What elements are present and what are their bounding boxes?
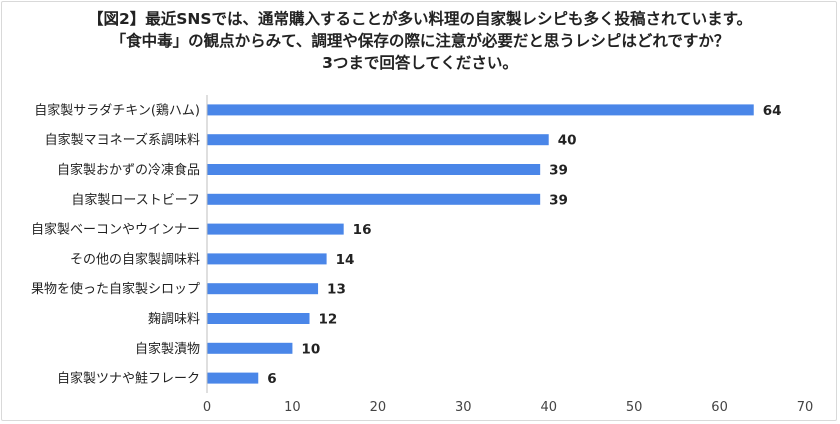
category-label: 自家製サラダチキン(鶏ハム) (34, 102, 200, 118)
category-label: 自家製ベーコンやウインナー (31, 222, 200, 238)
bar (207, 164, 541, 175)
x-tick-label: 0 (203, 400, 211, 415)
data-label: 13 (327, 282, 346, 298)
bar (207, 223, 344, 235)
bar (207, 313, 310, 324)
title-line-3: 3つまで回答してください。 (322, 54, 518, 72)
bar (207, 342, 293, 354)
category-label: 果物を使った自家製シロップ (31, 281, 200, 297)
bar (207, 283, 319, 295)
data-label: 6 (267, 371, 276, 387)
bar (207, 193, 541, 205)
category-label: 自家製マヨネーズ系調味料 (45, 132, 200, 148)
bar (207, 134, 549, 146)
data-label: 10 (301, 341, 320, 357)
data-label: 16 (353, 222, 372, 238)
bar (207, 253, 327, 265)
data-label: 39 (549, 163, 568, 179)
x-tick-label: 60 (711, 400, 728, 415)
data-label: 14 (336, 252, 355, 268)
bar (207, 372, 259, 384)
x-tick-label: 10 (284, 400, 301, 415)
data-label: 64 (763, 103, 782, 119)
data-label: 39 (549, 192, 568, 208)
x-tick-label: 70 (797, 400, 814, 415)
category-label: 自家製ツナや鮭フレーク (57, 371, 200, 387)
category-label: その他の自家製調味料 (70, 251, 200, 267)
category-label: 自家製おかずの冷凍食品 (57, 162, 200, 178)
category-label: 自家製漬物 (135, 341, 200, 357)
bar (207, 104, 754, 116)
category-label: 麹調味料 (148, 311, 200, 327)
data-label: 12 (319, 312, 338, 328)
x-tick-label: 50 (626, 400, 643, 415)
x-tick-label: 20 (370, 400, 387, 415)
title-line-1: 【図2】最近SNSでは、通常購入することが多い料理の自家製レシピも多く投稿されて… (87, 10, 753, 28)
x-tick-label: 40 (540, 400, 557, 415)
title-line-2: 「食中毒」の観点からみて、調理や保存の際に注意が必要だと思うレシピはどれですか？ (110, 32, 730, 50)
x-tick-label: 30 (455, 400, 472, 415)
chart-title: 【図2】最近SNSでは、通常購入することが多い料理の自家製レシピも多く投稿されて… (0, 8, 840, 74)
data-label: 40 (558, 133, 577, 149)
category-label: 自家製ローストビーフ (71, 192, 200, 208)
